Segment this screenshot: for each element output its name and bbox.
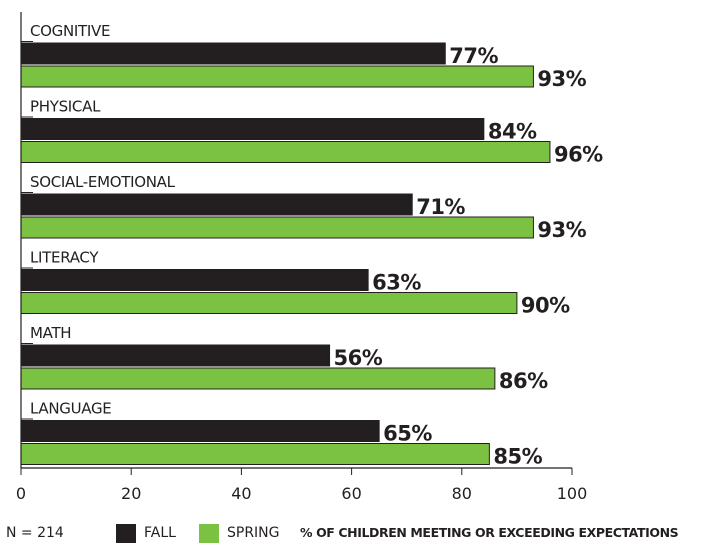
value-label-fall-social-emotional: 71% — [416, 195, 465, 219]
bar-chart: COGNITIVE 77% 93% PHYSICAL 84% 96% SOCIAL-EMOT… — [16, 12, 604, 503]
bar-spring-cognitive — [20, 65, 534, 88]
category-label-math: MATH — [30, 324, 71, 342]
legend-label-fall: FALL — [144, 525, 176, 541]
value-label-fall-language: 65% — [383, 422, 432, 446]
category-label-language: LANGUAGE — [30, 400, 111, 418]
x-tick-label-0: 0 — [16, 484, 26, 503]
value-label-spring-math: 86% — [499, 369, 548, 393]
value-label-fall-cognitive: 77% — [449, 44, 498, 68]
category-label-cognitive: COGNITIVE — [30, 22, 110, 40]
legend-swatch-spring — [199, 524, 219, 543]
bar-fall-math — [20, 344, 331, 367]
value-label-fall-physical: 84% — [488, 120, 537, 144]
category-label-literacy: LITERACY — [30, 249, 99, 267]
bar-spring-social-emotional — [20, 216, 534, 239]
value-label-spring-social-emotional: 93% — [537, 218, 586, 242]
legend-swatch-fall — [116, 524, 136, 543]
x-tick-label-40: 40 — [231, 484, 251, 503]
bar-spring-language — [20, 443, 490, 465]
x-axis-title: % OF CHILDREN MEETING OR EXCEEDING EXPEC… — [300, 525, 679, 540]
legend-label-spring: SPRING — [227, 525, 280, 541]
bar-fall-literacy — [20, 269, 369, 291]
bar-fall-cognitive — [20, 42, 446, 65]
value-label-spring-cognitive: 93% — [537, 67, 586, 91]
bar-fall-physical — [20, 118, 485, 140]
value-label-fall-literacy: 63% — [372, 271, 421, 295]
value-label-spring-language: 85% — [493, 445, 542, 469]
x-tick-label-100: 100 — [557, 484, 588, 503]
bar-fall-language — [20, 420, 380, 442]
value-label-fall-math: 56% — [334, 346, 383, 370]
bar-spring-literacy — [20, 292, 518, 314]
bar-spring-physical — [20, 141, 551, 163]
x-tick-label-60: 60 — [341, 484, 361, 503]
x-tick-label-80: 80 — [452, 484, 472, 503]
sample-size-label: N = 214 — [6, 525, 64, 541]
value-label-spring-literacy: 90% — [521, 294, 570, 318]
category-label-physical: PHYSICAL — [30, 98, 101, 116]
x-tick-label-20: 20 — [121, 484, 141, 503]
category-label-social-emotional: SOCIAL-EMOTIONAL — [30, 173, 176, 191]
bar-fall-social-emotional — [20, 193, 413, 216]
value-label-spring-physical: 96% — [554, 143, 603, 167]
bar-spring-math — [20, 367, 496, 390]
chart-footer: N = 214 FALL SPRING % OF CHILDREN MEETIN… — [0, 522, 726, 544]
